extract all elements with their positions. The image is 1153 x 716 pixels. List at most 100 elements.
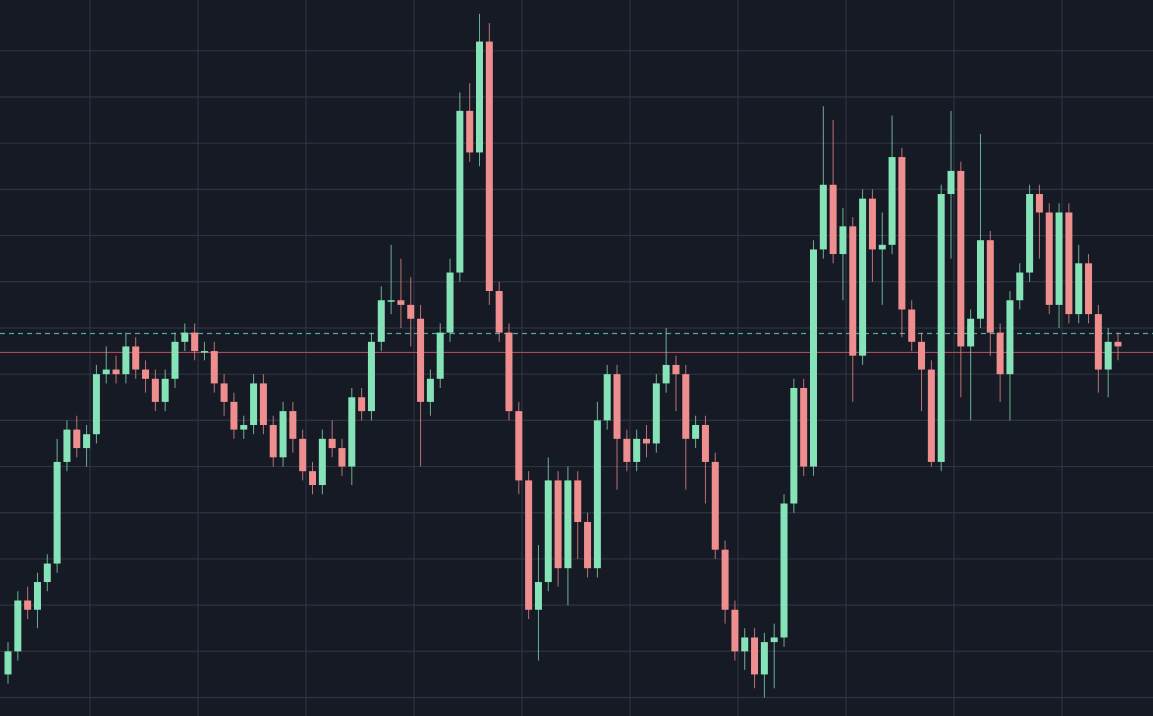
candle-body: [888, 157, 896, 245]
candle-body: [908, 309, 916, 342]
candle-body: [377, 300, 385, 342]
candle-body: [829, 184, 837, 255]
candle-body: [711, 461, 719, 550]
candle-body: [986, 240, 994, 333]
candle-body: [92, 374, 100, 435]
candle-body: [181, 332, 189, 342]
candle-body: [898, 157, 906, 310]
candle-body: [250, 383, 258, 425]
candle-body: [33, 582, 41, 610]
candle-body: [878, 244, 886, 250]
candle-body: [525, 480, 533, 610]
candle-body: [279, 411, 287, 458]
candle-body: [868, 198, 876, 250]
candle-body: [476, 41, 484, 153]
candle-body: [200, 351, 208, 353]
candle-body: [927, 369, 935, 462]
candle-body: [652, 383, 660, 444]
candle-body: [574, 480, 582, 522]
candle-body: [358, 397, 366, 412]
candle-body: [407, 304, 415, 319]
candle-body: [495, 291, 503, 333]
candle-body: [534, 582, 542, 610]
candle-body: [14, 600, 22, 652]
candle-body: [1026, 194, 1034, 273]
candle-body: [112, 369, 120, 375]
candle-body: [849, 226, 857, 356]
candle-body: [367, 341, 375, 412]
candle-body: [701, 424, 709, 462]
candle-body: [780, 503, 788, 638]
candle-body: [937, 194, 945, 462]
candle-body: [466, 110, 474, 153]
candle-body: [505, 332, 513, 412]
candle-body: [299, 438, 307, 472]
candle-body: [751, 637, 759, 675]
candle-body: [446, 272, 454, 333]
candle-body: [515, 411, 523, 481]
candle-body: [623, 438, 631, 462]
candle-body: [839, 226, 847, 255]
candle-body: [63, 429, 71, 462]
candle-body: [1055, 212, 1063, 305]
candle-body: [102, 369, 110, 375]
candle-body: [230, 401, 238, 430]
candle-body: [633, 438, 641, 462]
candle-body: [731, 609, 739, 652]
candle-body: [83, 434, 91, 449]
candle-body: [996, 332, 1004, 375]
candle-body: [73, 429, 81, 449]
candle-body: [554, 480, 562, 569]
candle-body: [1075, 263, 1083, 315]
candle-body: [760, 642, 768, 675]
candle-body: [456, 110, 464, 273]
candle-body: [328, 438, 336, 449]
candle-body: [642, 438, 650, 444]
candle-body: [161, 378, 169, 402]
candle-body: [397, 300, 405, 305]
candle-body: [672, 364, 680, 375]
candle-body: [564, 480, 572, 569]
candle-body: [417, 318, 425, 402]
candle-body: [289, 411, 297, 439]
candle-body: [593, 420, 601, 569]
candle-body: [43, 563, 51, 583]
candle-body: [151, 378, 159, 402]
candle-body: [1085, 263, 1093, 315]
candle-body: [1035, 194, 1043, 213]
candle-body: [1104, 341, 1112, 370]
candle-body: [800, 388, 808, 467]
candle-body: [584, 521, 592, 569]
candle-body: [967, 318, 975, 347]
candle-body: [957, 170, 965, 347]
candle-body: [918, 341, 926, 370]
candle-body: [259, 383, 267, 425]
candle-body: [859, 198, 867, 356]
candle-body: [1094, 314, 1102, 370]
candle-body: [1006, 300, 1014, 375]
candle-body: [741, 637, 749, 652]
candle-body: [240, 424, 248, 430]
candle-body: [210, 351, 218, 384]
candle-body: [191, 332, 199, 352]
candle-body: [338, 448, 346, 467]
candle-body: [613, 374, 621, 439]
candle-body: [682, 374, 690, 439]
candle-body: [819, 184, 827, 250]
candle-body: [1065, 212, 1073, 315]
candle-body: [269, 424, 277, 458]
candle-body: [53, 461, 61, 564]
candle-body: [976, 240, 984, 319]
candle-body: [142, 369, 150, 379]
candle-body: [318, 438, 326, 486]
candle-body: [309, 471, 317, 486]
candle-body: [426, 378, 434, 402]
candle-body: [809, 249, 817, 467]
candle-body: [4, 651, 12, 675]
candle-body: [485, 41, 493, 292]
candle-body: [348, 397, 356, 467]
candle-body: [770, 637, 778, 643]
candle-body: [662, 364, 670, 384]
candle-body: [171, 341, 179, 379]
